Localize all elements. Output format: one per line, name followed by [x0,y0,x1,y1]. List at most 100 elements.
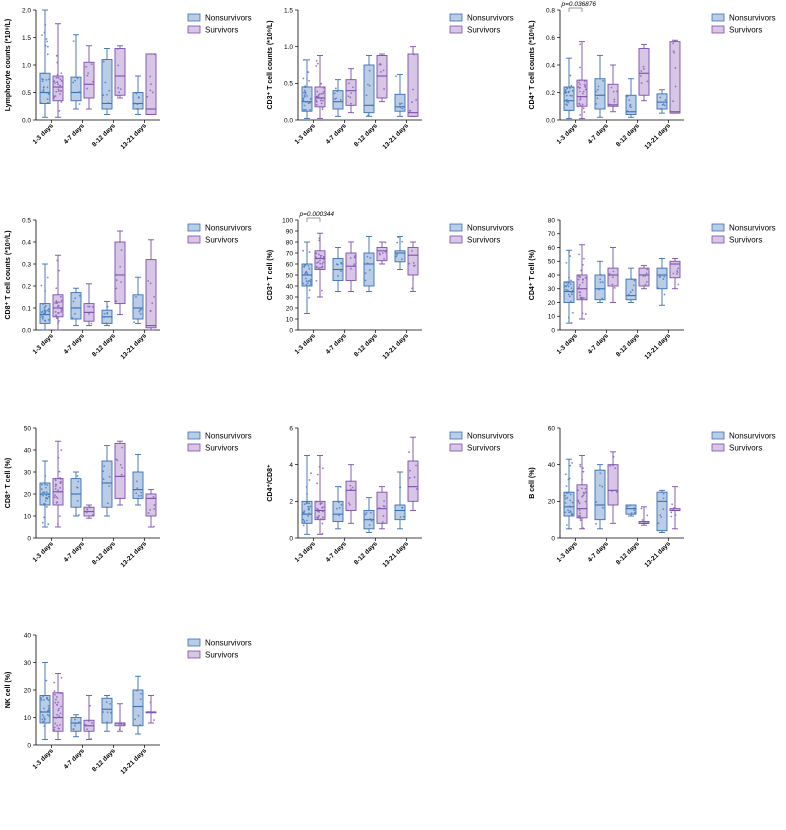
data-point [308,102,311,104]
data-point [149,309,152,312]
data-point [302,524,305,527]
y-tick-label: 20 [548,300,556,307]
data-point [408,451,410,454]
data-point [663,293,666,296]
data-point [46,86,49,89]
y-tick-label: 10 [24,715,32,722]
data-point [308,79,310,82]
data-point [303,95,306,98]
box [638,48,650,96]
y-tick-label: 0.0 [546,117,555,124]
data-point [54,701,57,704]
data-point [349,480,352,483]
data-point [572,311,574,314]
data-point [89,704,91,707]
chart-svg: 0.0 0.5 1.0 1.5 CD3⁺ T cell counts (*10⁹/L) 1… [267,7,514,151]
data-point [59,723,61,726]
data-point [57,312,59,314]
data-point [78,514,80,516]
data-point [307,71,310,74]
y-axis-label: CD4⁺ T cell (%) [529,250,536,300]
data-point [581,312,584,315]
data-point [322,255,325,258]
x-tick-label: 1-3 days [556,122,580,146]
data-point [76,499,79,502]
data-point [59,78,62,81]
data-point [401,107,404,110]
data-point [103,316,106,319]
data-point [308,267,311,270]
chart-svg: 0 2 4 6 CD4⁺/CD8⁺ 1-3 days 4-7 days 8-12 days 13… [267,425,514,569]
legend-swatch-nonsurvivors [187,431,201,440]
legend-label-survivors: Survivors [467,444,500,453]
data-point [153,295,156,298]
data-point [629,106,632,109]
data-point [316,62,319,65]
data-point [579,465,582,468]
box [332,500,344,522]
legend-swatch-nonsurvivors [449,431,463,440]
legend-swatch-survivors [187,650,201,659]
data-point [44,499,47,502]
data-point [74,306,76,309]
box [332,90,344,110]
data-point [56,73,59,76]
x-tick-label: 4-7 days [587,122,611,146]
data-point [611,490,613,492]
data-point [368,524,371,526]
data-point [584,88,587,91]
data-point [595,522,598,525]
legend-label-nonsurvivors: Nonsurvivors [467,14,514,23]
y-tick-label: 40 [286,283,294,290]
data-point [579,114,582,116]
data-point [369,256,372,259]
chart-panel: 0 10 20 30 40 50 60 70 80 90 100 CD3⁺ T cell (%) 1-3… [262,210,524,415]
data-point [322,518,324,521]
data-point [46,484,49,487]
x-tick-label: 1-3 days [556,332,580,356]
y-tick-label: 1.5 [284,7,293,14]
data-point [349,96,352,99]
data-point [596,88,599,91]
y-tick-label: 0.6 [546,35,555,42]
data-point [616,90,618,93]
data-point [106,721,109,724]
data-point [71,317,74,319]
y-tick-label: 30 [286,294,294,301]
data-point [598,484,601,487]
data-point [366,255,369,258]
data-point [119,265,122,268]
data-point [153,53,156,56]
data-point [322,261,325,264]
data-point [567,289,569,292]
data-point [378,507,381,509]
data-point [320,82,323,85]
data-point [581,487,583,490]
data-point [54,494,56,497]
data-point [583,111,586,113]
data-point [153,711,156,713]
data-point [672,42,675,45]
data-point [303,520,306,522]
data-point [53,97,56,99]
data-point [321,532,324,535]
data-point [353,255,356,257]
data-point [78,721,80,724]
data-point [136,103,139,106]
data-point [319,262,322,265]
data-point [58,707,60,710]
data-point [350,488,352,491]
data-point [581,278,584,281]
data-point [642,275,645,277]
data-point [581,495,584,498]
data-point [320,254,323,257]
data-point [40,91,43,94]
data-point [334,87,337,90]
data-point [54,488,57,490]
y-tick-label: 60 [286,261,294,268]
data-point [609,464,612,467]
data-point [139,309,142,311]
data-point [306,100,308,103]
data-point [54,722,57,725]
data-point [383,88,385,90]
